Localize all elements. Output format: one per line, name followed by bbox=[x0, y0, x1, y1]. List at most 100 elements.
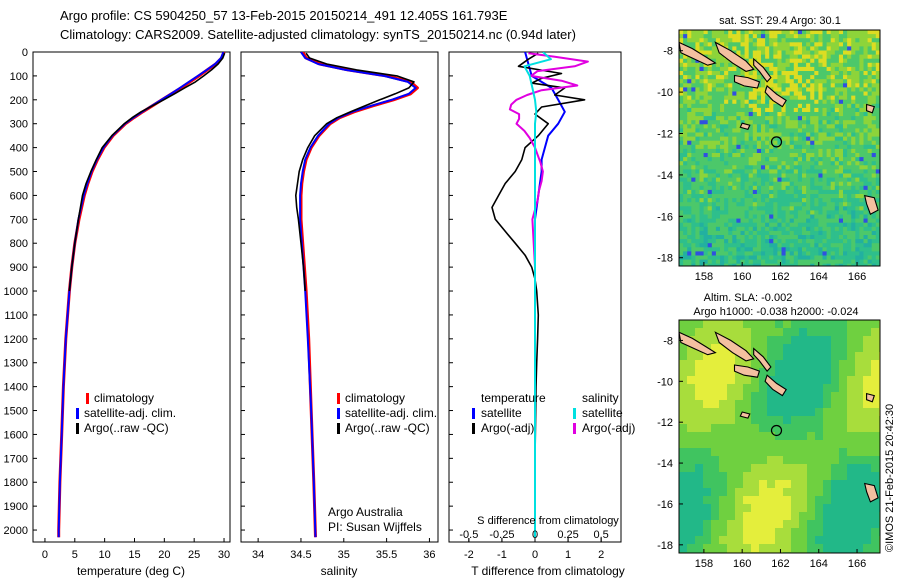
map-cell bbox=[847, 448, 856, 457]
map-cell bbox=[736, 169, 741, 174]
map-cell bbox=[847, 116, 852, 121]
map-cell bbox=[703, 75, 709, 80]
map-cell bbox=[728, 83, 733, 88]
map-cell bbox=[715, 136, 721, 142]
map-cell bbox=[834, 75, 840, 80]
map-cell bbox=[875, 66, 880, 72]
map-cell bbox=[818, 230, 823, 236]
map-cell bbox=[818, 243, 823, 248]
map-cell bbox=[781, 91, 786, 96]
map-cell bbox=[793, 165, 799, 170]
map-cell bbox=[797, 132, 803, 137]
map-cell bbox=[843, 165, 848, 170]
map-cell bbox=[789, 132, 795, 137]
map-cell bbox=[703, 30, 709, 35]
map-cell bbox=[831, 480, 840, 489]
map-cell bbox=[810, 189, 815, 195]
map-cell bbox=[838, 124, 844, 129]
map-cell bbox=[775, 328, 784, 337]
map-cell bbox=[732, 247, 737, 252]
map-cell bbox=[847, 144, 852, 150]
map-cell bbox=[859, 161, 864, 166]
map-cell bbox=[799, 544, 808, 553]
map-cell bbox=[807, 400, 816, 409]
map-cell bbox=[736, 210, 741, 215]
map-cell bbox=[855, 400, 864, 409]
map-cell bbox=[752, 71, 758, 76]
map-cell bbox=[695, 360, 704, 369]
map-cell bbox=[691, 79, 696, 84]
map-cell bbox=[703, 50, 709, 55]
map-cell bbox=[797, 153, 803, 158]
map-cell bbox=[699, 198, 704, 203]
map-cell bbox=[752, 259, 758, 265]
map-cell bbox=[759, 464, 768, 473]
map-cell bbox=[691, 87, 696, 92]
map-cell bbox=[748, 235, 754, 240]
map-cell bbox=[847, 408, 856, 417]
map-cell bbox=[707, 185, 713, 191]
map-cell bbox=[855, 512, 864, 521]
map-cell bbox=[773, 210, 778, 215]
map-cell bbox=[773, 128, 778, 133]
map-cell bbox=[847, 58, 852, 64]
map-cell bbox=[765, 259, 770, 265]
map-cell bbox=[822, 239, 827, 244]
map-cell bbox=[728, 79, 733, 84]
map-cell bbox=[818, 144, 823, 150]
map-cell bbox=[732, 148, 737, 154]
map-cell bbox=[679, 112, 684, 117]
map-cell bbox=[781, 79, 786, 84]
map-cell bbox=[679, 140, 684, 146]
map-cell bbox=[744, 103, 750, 109]
map-cell bbox=[695, 328, 704, 337]
map-cell bbox=[781, 132, 786, 137]
map-cell bbox=[855, 263, 860, 266]
map-cell bbox=[728, 103, 733, 109]
map-cell bbox=[802, 189, 807, 195]
map-cell bbox=[744, 46, 750, 51]
map-cell bbox=[859, 165, 864, 170]
map-cell bbox=[826, 75, 832, 80]
map-cell bbox=[863, 153, 868, 158]
map-cell bbox=[691, 259, 696, 265]
depth-tick-label: 1900 bbox=[4, 501, 28, 513]
map-cell bbox=[863, 226, 868, 232]
map-cell bbox=[871, 263, 877, 266]
map-cell bbox=[752, 226, 758, 232]
map-cell bbox=[732, 239, 737, 244]
map-cell bbox=[789, 112, 795, 117]
map-cell bbox=[807, 384, 816, 393]
map-cell bbox=[875, 202, 880, 207]
map-cell bbox=[679, 504, 688, 513]
map-cell bbox=[724, 116, 729, 121]
map-cell bbox=[740, 157, 745, 162]
map-cell bbox=[793, 116, 799, 121]
map-cell bbox=[855, 173, 860, 178]
map-cell bbox=[831, 344, 840, 353]
map-cell bbox=[863, 30, 868, 35]
map-cell bbox=[847, 544, 856, 553]
map-cell bbox=[871, 504, 880, 513]
map-cell bbox=[715, 148, 721, 154]
map-cell bbox=[847, 456, 856, 465]
map-cell bbox=[793, 206, 799, 211]
map-cell bbox=[777, 38, 782, 43]
map-cell bbox=[785, 259, 791, 265]
map-cell bbox=[859, 144, 864, 150]
map-cell bbox=[789, 148, 795, 154]
map-cell bbox=[728, 87, 733, 92]
map-cell bbox=[847, 504, 856, 513]
map-cell bbox=[859, 173, 864, 178]
map-cell bbox=[699, 71, 704, 76]
map-cell bbox=[871, 247, 877, 252]
map-cell bbox=[740, 218, 745, 224]
map-cell bbox=[859, 214, 864, 219]
legend-swatch-s-argo bbox=[573, 423, 576, 434]
map-cell bbox=[687, 161, 692, 166]
map-cell bbox=[802, 161, 807, 166]
map-cell bbox=[789, 169, 795, 174]
map-cell bbox=[851, 263, 856, 266]
map-cell bbox=[875, 42, 880, 47]
map-cell bbox=[691, 66, 696, 72]
